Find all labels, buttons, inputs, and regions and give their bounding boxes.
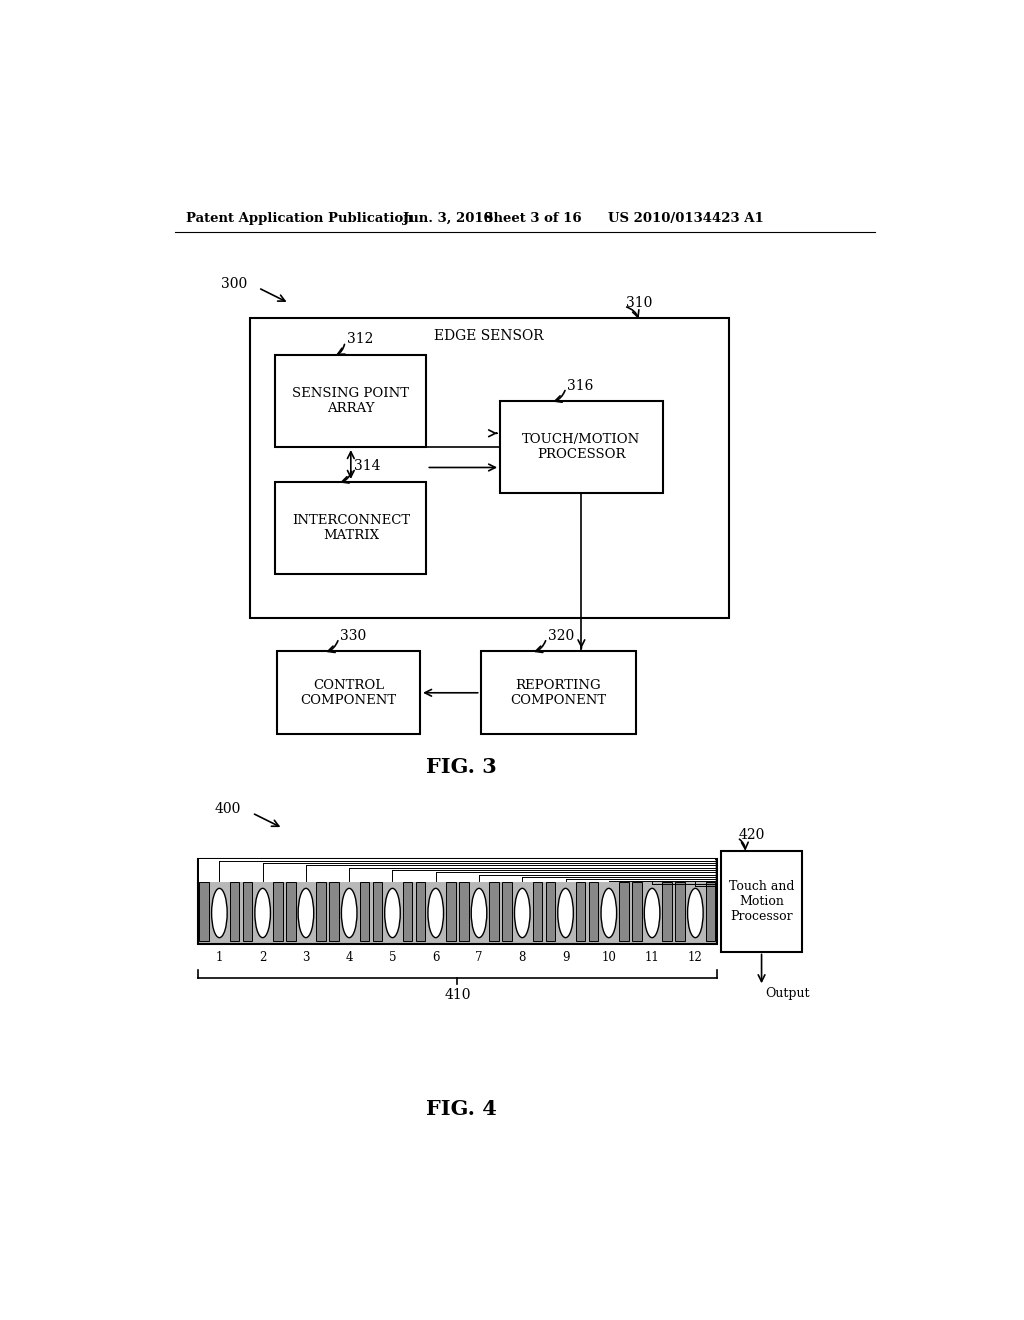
FancyBboxPatch shape [480, 651, 636, 734]
Text: SENSING POINT
ARRAY: SENSING POINT ARRAY [292, 387, 410, 414]
FancyBboxPatch shape [676, 882, 685, 941]
Text: 1: 1 [216, 952, 223, 964]
Ellipse shape [687, 888, 703, 937]
Text: FIG. 4: FIG. 4 [426, 1100, 497, 1119]
Ellipse shape [385, 888, 400, 937]
Text: EDGE SENSOR: EDGE SENSOR [434, 329, 544, 343]
Text: Sheet 3 of 16: Sheet 3 of 16 [484, 213, 582, 224]
Ellipse shape [471, 888, 486, 937]
Text: 316: 316 [567, 379, 594, 392]
FancyBboxPatch shape [316, 882, 326, 941]
FancyBboxPatch shape [589, 882, 598, 941]
Text: 10: 10 [601, 952, 616, 964]
FancyBboxPatch shape [198, 859, 717, 944]
Text: TOUCH/MOTION
PROCESSOR: TOUCH/MOTION PROCESSOR [522, 433, 640, 461]
Text: Output: Output [765, 987, 810, 1001]
Text: 410: 410 [444, 987, 471, 1002]
Text: 7: 7 [475, 952, 482, 964]
FancyBboxPatch shape [402, 882, 413, 941]
FancyBboxPatch shape [500, 401, 663, 494]
FancyBboxPatch shape [532, 882, 542, 941]
FancyBboxPatch shape [459, 882, 469, 941]
Text: US 2010/0134423 A1: US 2010/0134423 A1 [608, 213, 764, 224]
Text: 400: 400 [215, 803, 242, 816]
FancyBboxPatch shape [721, 851, 802, 952]
Ellipse shape [341, 888, 357, 937]
Text: 3: 3 [302, 952, 309, 964]
FancyBboxPatch shape [575, 882, 586, 941]
FancyBboxPatch shape [200, 859, 716, 882]
Text: Patent Application Publication: Patent Application Publication [186, 213, 413, 224]
FancyBboxPatch shape [276, 651, 420, 734]
Ellipse shape [212, 888, 227, 937]
Text: 12: 12 [688, 952, 702, 964]
Text: 8: 8 [518, 952, 526, 964]
FancyBboxPatch shape [286, 882, 296, 941]
Text: INTERCONNECT
MATRIX: INTERCONNECT MATRIX [292, 513, 410, 543]
Ellipse shape [298, 888, 313, 937]
Ellipse shape [558, 888, 573, 937]
FancyBboxPatch shape [632, 882, 642, 941]
Text: REPORTING
COMPONENT: REPORTING COMPONENT [510, 678, 606, 706]
FancyBboxPatch shape [446, 882, 456, 941]
FancyBboxPatch shape [620, 882, 629, 941]
Text: 312: 312 [346, 333, 373, 346]
FancyBboxPatch shape [330, 882, 339, 941]
Text: 2: 2 [259, 952, 266, 964]
Ellipse shape [601, 888, 616, 937]
FancyBboxPatch shape [663, 882, 672, 941]
Text: Jun. 3, 2010: Jun. 3, 2010 [403, 213, 493, 224]
FancyBboxPatch shape [706, 882, 716, 941]
FancyBboxPatch shape [200, 882, 209, 941]
Text: 320: 320 [548, 628, 574, 643]
FancyBboxPatch shape [250, 318, 729, 618]
Text: 314: 314 [354, 459, 381, 474]
FancyBboxPatch shape [275, 482, 426, 574]
Text: 310: 310 [627, 296, 652, 310]
Text: 11: 11 [645, 952, 659, 964]
FancyBboxPatch shape [416, 882, 425, 941]
FancyBboxPatch shape [229, 882, 240, 941]
Text: 5: 5 [389, 952, 396, 964]
Ellipse shape [514, 888, 530, 937]
FancyBboxPatch shape [273, 882, 283, 941]
Text: 4: 4 [345, 952, 353, 964]
FancyBboxPatch shape [359, 882, 369, 941]
Text: CONTROL
COMPONENT: CONTROL COMPONENT [300, 678, 396, 706]
Text: 6: 6 [432, 952, 439, 964]
FancyBboxPatch shape [373, 882, 382, 941]
Ellipse shape [644, 888, 659, 937]
Text: 420: 420 [738, 828, 765, 842]
Text: FIG. 3: FIG. 3 [426, 756, 497, 776]
FancyBboxPatch shape [243, 882, 252, 941]
Text: Touch and
Motion
Processor: Touch and Motion Processor [729, 880, 795, 923]
Ellipse shape [255, 888, 270, 937]
Ellipse shape [428, 888, 443, 937]
Text: 300: 300 [221, 277, 247, 290]
Text: 330: 330 [340, 628, 367, 643]
FancyBboxPatch shape [503, 882, 512, 941]
FancyBboxPatch shape [489, 882, 499, 941]
FancyBboxPatch shape [275, 355, 426, 447]
FancyBboxPatch shape [546, 882, 555, 941]
Text: 9: 9 [562, 952, 569, 964]
